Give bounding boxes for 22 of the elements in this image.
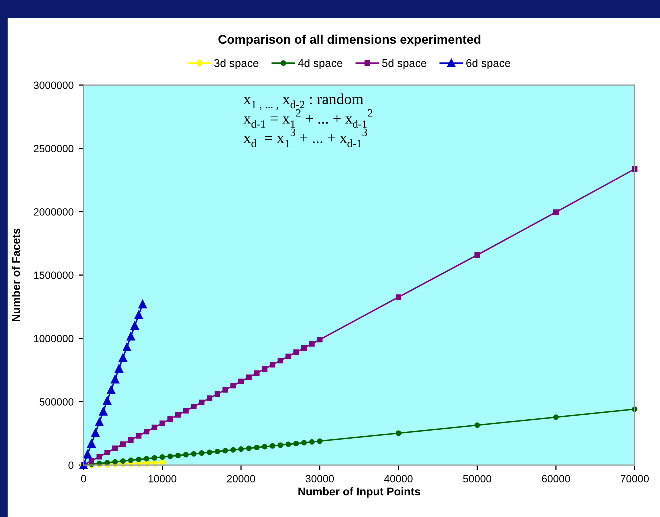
- y-axis-title: Number of Facets: [12, 228, 20, 322]
- y-tick-label: 1000000: [34, 335, 74, 343]
- x-tick-label: 0: [81, 475, 86, 483]
- legend-label: 6d space: [466, 59, 511, 70]
- y-tick-label: 1500000: [34, 272, 74, 280]
- x-axis-title: Number of Input Points: [298, 488, 420, 498]
- x-tick-label: 50000: [463, 475, 492, 483]
- legend-label: 4d space: [298, 59, 343, 70]
- y-tick-label: 2000000: [34, 208, 74, 216]
- y-tick-label: 500000: [40, 398, 74, 406]
- x-tick-label: 70000: [620, 475, 649, 483]
- y-tick-label: 3000000: [34, 82, 74, 90]
- legend-label: 3d space: [214, 59, 259, 70]
- y-tick-label: 2500000: [34, 145, 74, 153]
- legend-label: 5d space: [382, 59, 427, 70]
- chart-title: Comparison of all dimensions experimented: [218, 34, 481, 47]
- y-tick-label: 0: [68, 462, 74, 470]
- x-tick-label: 10000: [148, 475, 177, 483]
- x-tick-label: 40000: [384, 475, 413, 483]
- x-tick-label: 20000: [227, 475, 256, 483]
- x-tick-label: 30000: [306, 475, 334, 483]
- x-tick-label: 60000: [542, 475, 570, 483]
